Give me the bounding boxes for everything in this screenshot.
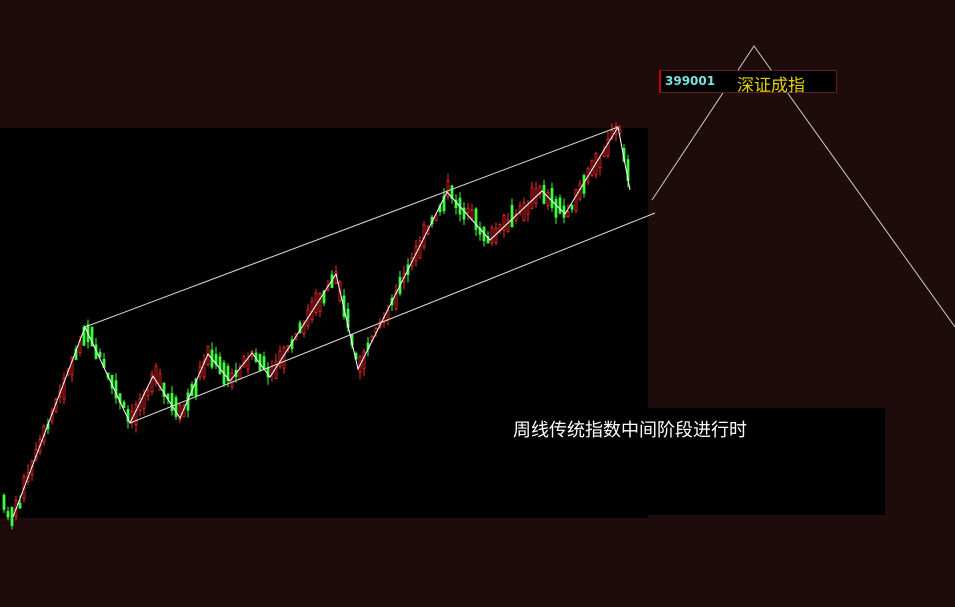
candle xyxy=(450,185,454,199)
candle xyxy=(194,378,198,397)
candle xyxy=(162,382,166,397)
candle xyxy=(146,389,150,397)
candle xyxy=(574,189,578,212)
candle xyxy=(62,377,66,400)
candle xyxy=(82,326,86,346)
candle xyxy=(178,404,182,420)
candle xyxy=(158,373,162,391)
annotation-box: 周线传统指数中间阶段进行时 xyxy=(487,408,885,515)
candle xyxy=(262,356,266,370)
candle xyxy=(218,356,222,375)
candle xyxy=(318,293,322,312)
candle xyxy=(18,502,22,509)
candle xyxy=(134,404,138,426)
candle xyxy=(122,401,126,408)
candle xyxy=(598,158,602,168)
candle xyxy=(282,346,286,369)
candle xyxy=(546,192,550,206)
candle xyxy=(202,361,206,378)
candle xyxy=(386,310,390,321)
candle xyxy=(2,494,6,510)
candle xyxy=(522,202,526,222)
candle xyxy=(278,350,282,367)
candle xyxy=(470,209,474,220)
candle xyxy=(570,204,574,210)
candle xyxy=(442,195,446,212)
candle xyxy=(70,357,74,375)
candle xyxy=(150,373,154,393)
candle xyxy=(98,351,102,358)
candle xyxy=(490,227,494,244)
candle xyxy=(550,187,554,208)
candle xyxy=(90,326,94,347)
candle xyxy=(486,236,490,244)
candle xyxy=(314,292,318,314)
annotation-text: 周线传统指数中间阶段进行时 xyxy=(513,420,747,441)
candle xyxy=(462,207,466,220)
candle xyxy=(502,215,506,231)
candle xyxy=(466,207,470,213)
candle xyxy=(510,204,514,228)
candle xyxy=(518,205,522,214)
candle xyxy=(246,358,250,370)
channel-lower xyxy=(129,212,656,424)
channel-upper xyxy=(84,126,619,328)
candle xyxy=(114,380,118,399)
candle xyxy=(538,186,542,195)
candle xyxy=(530,187,534,209)
candle xyxy=(474,208,478,230)
candle xyxy=(154,365,158,384)
candle xyxy=(170,392,174,412)
candle xyxy=(566,211,570,217)
candle xyxy=(558,197,562,214)
wave-line xyxy=(12,125,631,518)
candle xyxy=(506,219,510,232)
candle xyxy=(394,290,398,310)
candle xyxy=(126,409,130,422)
candle xyxy=(226,366,230,382)
candle xyxy=(606,138,610,156)
ticker-name: 深证成指 xyxy=(737,76,805,96)
ticker-code: 399001 xyxy=(665,74,716,88)
candle xyxy=(554,198,558,218)
candle xyxy=(526,204,530,215)
candle xyxy=(446,180,450,197)
candle xyxy=(6,511,10,518)
projection-line xyxy=(651,45,955,328)
candle xyxy=(514,213,518,221)
candle xyxy=(322,290,326,304)
candle xyxy=(274,360,278,380)
ticker-label: 399001 深证成指 xyxy=(659,70,837,96)
candle xyxy=(418,240,422,259)
candle xyxy=(174,397,178,417)
candle xyxy=(362,351,366,370)
